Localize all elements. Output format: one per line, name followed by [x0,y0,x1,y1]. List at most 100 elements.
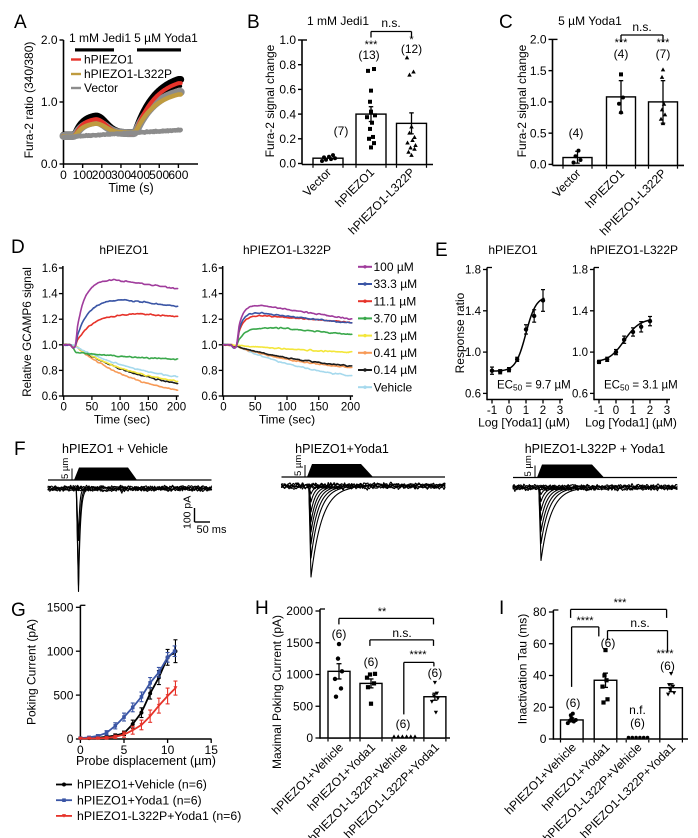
svg-text:0.14 µM: 0.14 µM [374,363,418,377]
svg-text:Response ratio: Response ratio [453,292,467,373]
svg-text:1.0: 1.0 [42,340,58,352]
svg-text:50 ms: 50 ms [197,524,227,536]
svg-text:1.0: 1.0 [202,340,218,352]
svg-text:Inactivation Tau (ms): Inactivation Tau (ms) [516,614,530,725]
svg-text:-1: -1 [594,405,604,417]
svg-text:1500: 1500 [286,636,313,650]
svg-text:E: E [435,240,448,261]
svg-text:EC50 = 9.7 µM: EC50 = 9.7 µM [497,380,571,393]
svg-text:1.2: 1.2 [202,314,218,326]
svg-text:5 µm: 5 µm [60,458,71,479]
svg-text:0.4: 0.4 [279,107,296,121]
svg-text:0: 0 [67,732,74,746]
svg-text:1.4: 1.4 [465,306,482,318]
svg-text:100: 100 [73,168,93,182]
svg-text:D: D [11,237,25,258]
svg-text:1.0: 1.0 [530,95,547,109]
svg-text:1.0: 1.0 [572,347,588,359]
svg-text:40: 40 [533,669,547,683]
svg-text:5 µm: 5 µm [523,455,534,476]
svg-text:Fura-2 signal change: Fura-2 signal change [515,44,529,157]
svg-text:Time (sec): Time (sec) [94,413,150,427]
svg-text:1: 1 [630,405,636,417]
svg-text:80: 80 [533,605,547,619]
svg-text:5: 5 [121,743,128,757]
svg-text:0.6: 0.6 [572,388,588,400]
svg-text:***: *** [614,597,628,609]
svg-text:G: G [11,600,26,621]
svg-text:Vehicle: Vehicle [374,380,413,394]
svg-text:0: 0 [506,405,512,417]
svg-text:600: 600 [168,168,188,182]
svg-text:0: 0 [60,168,67,182]
svg-text:500: 500 [149,168,169,182]
svg-text:0.8: 0.8 [202,365,218,377]
svg-text:20: 20 [533,701,547,715]
svg-text:0.41 µM: 0.41 µM [374,346,418,360]
svg-text:100 µM: 100 µM [374,260,414,274]
svg-text:(7): (7) [334,124,349,138]
svg-text:Fura-2 ratio (340/380): Fura-2 ratio (340/380) [22,42,36,159]
svg-text:100: 100 [277,402,296,414]
svg-text:1.23 µM: 1.23 µM [374,329,418,343]
svg-text:H: H [255,598,269,619]
svg-text:33.3 µM: 33.3 µM [374,277,418,291]
svg-text:n.s.: n.s. [381,16,400,30]
svg-text:Log [Yoda1] (µM): Log [Yoda1] (µM) [585,416,677,430]
svg-text:50: 50 [249,402,262,414]
svg-text:1.4: 1.4 [202,289,219,301]
svg-text:0.2: 0.2 [279,132,296,146]
svg-text:n.s.: n.s. [632,20,651,34]
svg-text:5 µm: 5 µm [293,455,304,476]
svg-text:n.f.: n.f. [629,703,646,717]
svg-text:1500: 1500 [47,601,74,615]
svg-text:1.8: 1.8 [465,265,481,277]
svg-text:100: 100 [111,402,130,414]
svg-text:1.0: 1.0 [41,95,58,109]
svg-text:Poking Current (pA): Poking Current (pA) [25,619,39,725]
svg-text:***: *** [657,37,671,49]
svg-text:1000: 1000 [286,668,313,682]
svg-text:***: *** [365,39,379,51]
svg-text:(7): (7) [656,47,671,61]
svg-text:2: 2 [647,405,653,417]
svg-text:60: 60 [533,637,547,651]
svg-text:(6): (6) [601,636,616,650]
svg-text:(6): (6) [566,696,581,710]
svg-text:300: 300 [111,168,131,182]
svg-text:1000: 1000 [47,644,74,658]
svg-text:B: B [247,12,260,33]
svg-text:0: 0 [77,743,84,757]
svg-text:hPIEZO1: hPIEZO1 [99,243,149,257]
svg-text:1.4: 1.4 [42,289,59,301]
svg-text:5 µM Yoda1: 5 µM Yoda1 [558,14,622,28]
svg-text:Relative GCAMP6 signal: Relative GCAMP6 signal [20,267,34,397]
svg-text:1.4: 1.4 [572,306,589,318]
svg-text:0.6: 0.6 [465,388,481,400]
svg-text:****: **** [576,615,594,627]
svg-text:Probe displacement (µm): Probe displacement (µm) [76,754,216,768]
svg-text:0: 0 [306,731,313,745]
svg-text:1: 1 [523,405,529,417]
svg-text:Time (sec): Time (sec) [259,413,315,427]
svg-text:hPIEZO1-L322P: hPIEZO1-L322P [243,243,331,257]
svg-text:1 mM Jedi1: 1 mM Jedi1 [307,14,369,28]
svg-text:200: 200 [167,402,186,414]
svg-text:0.5: 0.5 [530,126,547,140]
svg-text:11.1 µM: 11.1 µM [374,294,417,308]
svg-text:Time (s): Time (s) [108,181,153,195]
svg-text:C: C [499,12,513,33]
svg-text:n.s.: n.s. [630,616,649,630]
svg-text:F: F [14,439,26,460]
svg-text:hPIEZO1+Vehicle (n=6): hPIEZO1+Vehicle (n=6) [77,778,207,792]
svg-text:hPIEZO1-L322P: hPIEZO1-L322P [84,67,172,81]
svg-text:0.8: 0.8 [279,58,296,72]
svg-text:2: 2 [540,405,546,417]
svg-text:(4): (4) [569,126,584,140]
svg-text:150: 150 [139,402,158,414]
svg-text:hPIEZO1+Yoda1: hPIEZO1+Yoda1 [295,442,389,456]
svg-text:(6): (6) [630,716,645,730]
svg-text:hPIEZO1 + Vehicle: hPIEZO1 + Vehicle [62,442,168,456]
svg-text:(4): (4) [614,47,629,61]
svg-text:0: 0 [60,402,66,414]
